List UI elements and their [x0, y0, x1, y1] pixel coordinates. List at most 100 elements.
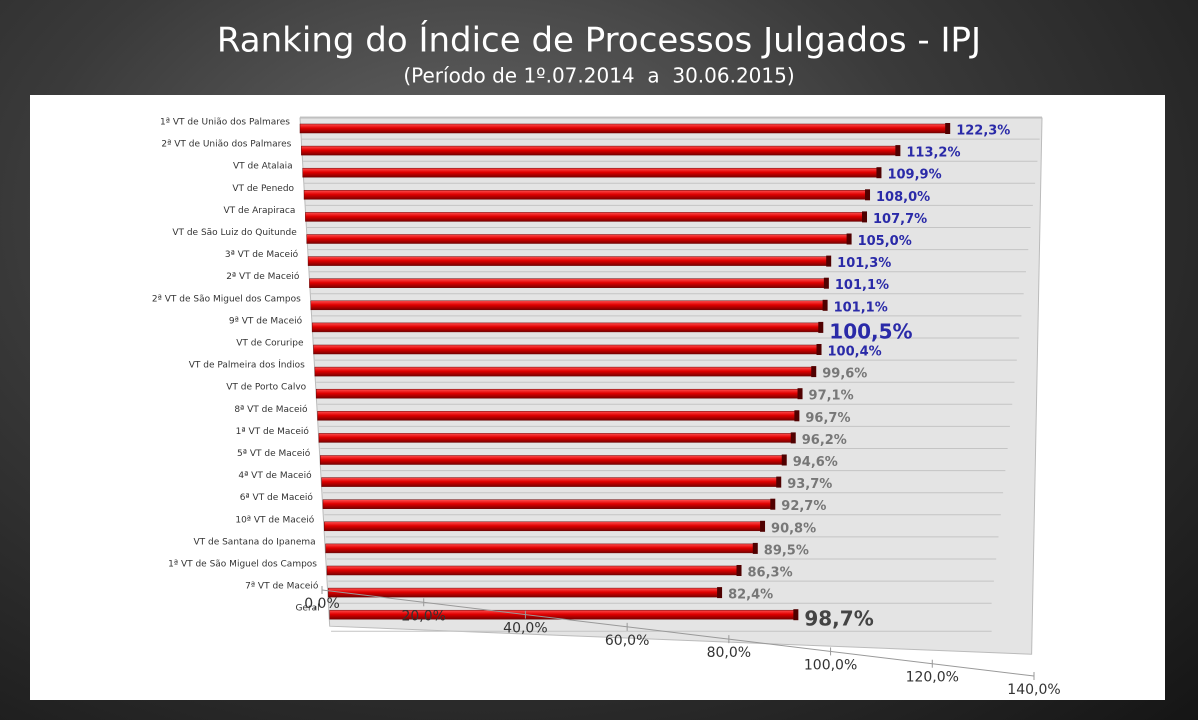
category-label: 2ª VT de União dos Palmares	[161, 140, 291, 150]
category-label: 4ª VT de Maceió	[238, 470, 312, 481]
bar	[321, 477, 780, 487]
bar-end	[862, 211, 868, 223]
bar	[324, 521, 764, 532]
bar	[317, 411, 798, 421]
bar-end	[736, 565, 742, 576]
value-label: 82,4%	[728, 588, 773, 603]
x-tick-label: 40,0%	[503, 621, 547, 637]
bar-end	[823, 277, 829, 289]
category-label: 3ª VT de Maceió	[225, 249, 299, 260]
chart-subtitle: (Período de 1º.07.2014 a 30.06.2015)	[403, 64, 794, 88]
bar	[306, 234, 850, 244]
category-label: 1ª VT de Maceió	[236, 426, 310, 437]
value-label: 101,1%	[834, 300, 888, 315]
bar	[325, 543, 757, 554]
bar-end	[945, 123, 951, 134]
bar-end	[717, 587, 723, 599]
bar	[299, 123, 949, 134]
category-label: 2ª VT de Maceió	[226, 271, 300, 282]
value-label: 86,3%	[748, 566, 793, 581]
value-label: 89,5%	[764, 543, 809, 558]
bar-end	[846, 233, 852, 245]
category-label: VT de Arapiraca	[224, 206, 296, 216]
x-tick-label: 140,0%	[1007, 682, 1060, 698]
bar-end	[811, 366, 817, 378]
value-label: 100,4%	[828, 345, 882, 360]
bar-end	[794, 410, 800, 422]
bar	[313, 344, 820, 355]
bar-end	[752, 542, 758, 554]
category-label: VT de São Luiz do Quitunde	[172, 228, 297, 238]
bar-end	[760, 520, 766, 532]
value-label: 107,7%	[873, 212, 927, 227]
bar	[328, 587, 721, 598]
bar	[305, 212, 866, 222]
bar	[310, 300, 826, 311]
bar	[318, 433, 794, 443]
category-label: VT de Atalaia	[233, 162, 293, 172]
bar	[322, 499, 774, 509]
bar-end	[781, 454, 787, 466]
category-label: VT de Santana do Ipanema	[193, 537, 315, 547]
category-label: 7ª VT de Maceió	[245, 581, 319, 592]
category-label: 9ª VT de Maceió	[229, 315, 303, 326]
value-label: 105,0%	[858, 234, 912, 249]
x-tick-label: 80,0%	[707, 645, 751, 661]
bar	[303, 190, 869, 200]
bar	[315, 388, 801, 399]
bar-end	[826, 255, 832, 267]
bar-end	[793, 609, 799, 621]
x-tick-label: 100,0%	[804, 657, 857, 673]
bar-end	[770, 498, 776, 510]
value-label: 100,5%	[829, 319, 912, 343]
x-tick-label: 120,0%	[906, 670, 959, 686]
x-tick-label: 0,0%	[304, 596, 340, 612]
category-label: 1ª VT de União dos Palmares	[160, 118, 290, 128]
bar	[329, 609, 797, 620]
bar-end	[797, 388, 803, 400]
value-label: 98,7%	[804, 607, 873, 631]
bar-end	[876, 167, 882, 179]
bar-end	[818, 321, 824, 333]
bar	[326, 565, 740, 576]
value-label: 97,1%	[809, 389, 854, 404]
category-label: 8ª VT de Maceió	[234, 404, 308, 415]
bar-end	[776, 476, 782, 488]
value-label: 93,7%	[787, 477, 832, 492]
value-label: 113,2%	[906, 146, 960, 161]
bar	[320, 455, 785, 465]
category-label: 6ª VT de Maceió	[240, 492, 314, 503]
value-label: 122,3%	[956, 124, 1010, 139]
value-label: 96,2%	[802, 433, 847, 448]
category-label: 2ª VT de São Miguel dos Campos	[152, 294, 301, 304]
category-label: VT de Porto Calvo	[226, 383, 306, 393]
bar-end	[895, 145, 901, 157]
plot-floor	[299, 117, 1043, 655]
value-label: 94,6%	[793, 455, 838, 470]
value-label: 92,7%	[781, 499, 826, 514]
bar-end	[790, 432, 796, 444]
value-label: 90,8%	[771, 521, 816, 536]
bar-end	[822, 299, 828, 311]
bar	[311, 322, 822, 333]
bar-end	[816, 344, 822, 355]
bar	[314, 366, 815, 377]
bar	[309, 278, 828, 288]
value-label: 108,0%	[876, 190, 930, 205]
category-label: VT de Coruripe	[236, 339, 304, 349]
bar	[301, 145, 899, 156]
x-tick-label: 60,0%	[605, 633, 649, 649]
bar-end	[865, 189, 871, 201]
x-tick-label: 20,0%	[401, 608, 445, 624]
x-axis-line	[321, 589, 1035, 677]
value-label: 109,9%	[887, 168, 941, 183]
category-label: 1ª VT de São Miguel dos Campos	[168, 560, 317, 570]
value-label: 96,7%	[805, 411, 850, 426]
bar	[302, 167, 880, 178]
category-label: 10ª VT de Maceió	[235, 514, 314, 525]
value-label: 99,6%	[822, 367, 867, 382]
category-label: VT de Palmeira dos Índios	[189, 359, 305, 371]
value-label: 101,1%	[835, 278, 889, 293]
category-label: VT de Penedo	[232, 184, 294, 194]
